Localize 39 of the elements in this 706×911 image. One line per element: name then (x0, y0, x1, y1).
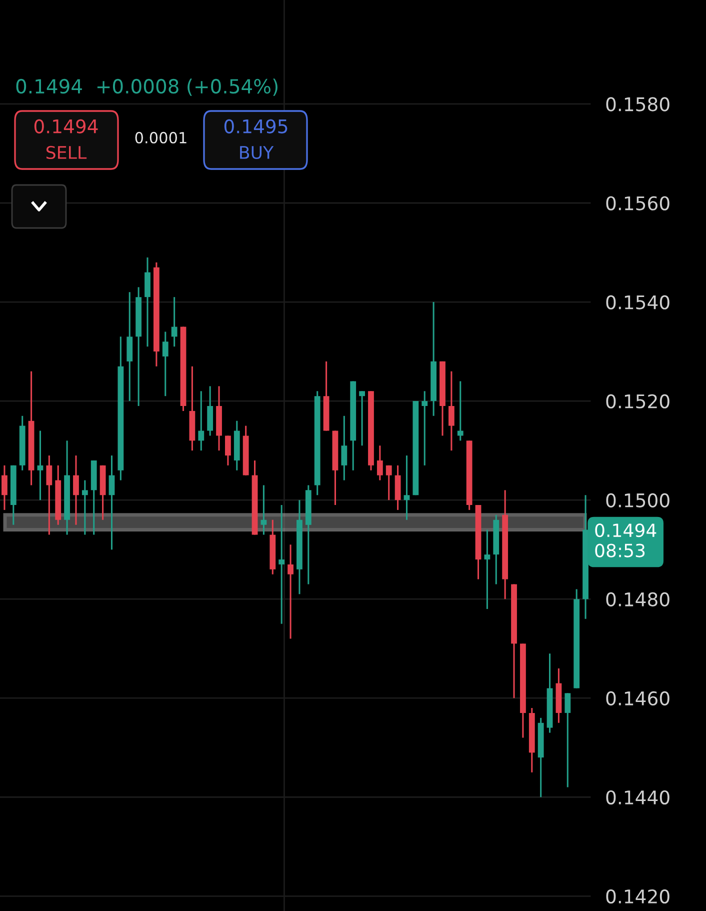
candlestick (376, 444, 383, 482)
text: 0.1494 +0.0008 (+0.54%) (16, 78, 278, 96)
annotation: 0.1495 (224, 119, 288, 134)
candlestick (484, 529, 490, 610)
annotation: BUY (240, 146, 274, 160)
candlestick (171, 296, 178, 348)
text: 0.1494 08:53 (595, 523, 656, 558)
y-tick-label: 0.1540 (606, 295, 670, 310)
candlestick (46, 454, 52, 536)
candlestick (37, 430, 44, 501)
candlestick (278, 504, 285, 625)
y-tick-label: 0.1560 (606, 196, 670, 210)
candlestick (457, 380, 464, 442)
candlestick (198, 390, 204, 452)
candlestick (448, 370, 454, 452)
candlestick (359, 390, 365, 446)
annotation: 0.0001 (135, 132, 186, 144)
candlestick (404, 454, 410, 521)
candlestick (162, 330, 168, 397)
candlestick (386, 464, 392, 501)
candlestick (260, 484, 267, 536)
candlestick (225, 434, 231, 466)
candlestick (108, 454, 115, 550)
y-tick-label: 0.1460 (606, 691, 670, 706)
candlestick (2, 464, 8, 511)
candlestick (288, 544, 294, 640)
y-tick-label: 0.1440 (606, 790, 670, 805)
y-tick-label: 0.1480 (606, 592, 670, 606)
candlestick (564, 692, 571, 788)
candlestick (422, 390, 428, 466)
y-tick-label: 0.1520 (606, 394, 670, 408)
annotation: SELL (46, 146, 87, 160)
annotation: 0.1494 (34, 119, 98, 134)
y-tick-label: 0.1580 (606, 97, 670, 112)
y-tick-label: 0.1500 (606, 493, 670, 508)
candlestick (341, 415, 348, 482)
candlestick (73, 454, 79, 526)
candlestick (82, 479, 88, 536)
y-tick-label: 0.1420 (606, 889, 670, 904)
